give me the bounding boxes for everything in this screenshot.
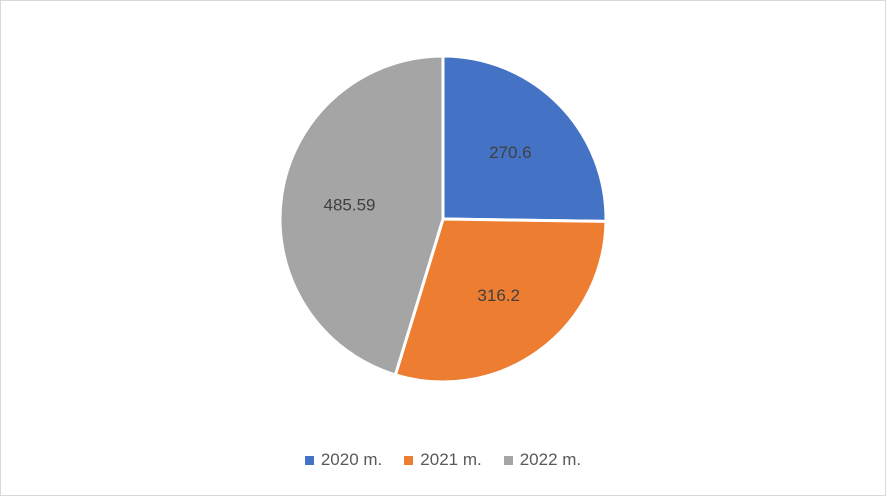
pie-slice-1 [393, 217, 608, 384]
chart-legend: 2020 m. 2021 m. 2022 m. [0, 448, 886, 472]
legend-swatch-2021 [404, 455, 414, 465]
pie-slice-2 [278, 54, 445, 377]
legend-item-2020: 2020 m. [304, 450, 383, 470]
pie-slice-0 [441, 54, 608, 223]
legend-label-2020: 2020 m. [320, 450, 383, 469]
data-label-1: 316.2 [477, 286, 520, 305]
data-label-0: 270.6 [489, 143, 532, 162]
legend-label-2022: 2022 m. [519, 450, 582, 469]
legend-swatch-2020 [304, 455, 314, 465]
legend-item-2022: 2022 m. [503, 450, 582, 470]
legend-label-2021: 2021 m. [420, 450, 482, 469]
legend-item-2021: 2021 m. [404, 450, 482, 470]
legend-swatch-2022 [503, 455, 513, 465]
data-label-2: 485.59 [323, 196, 375, 215]
